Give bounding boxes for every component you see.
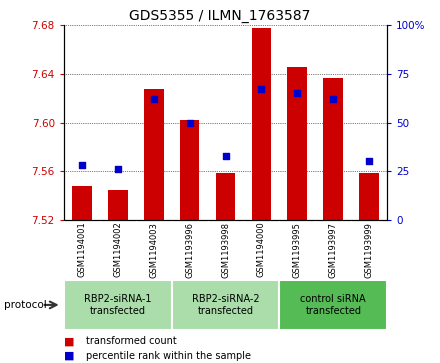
Text: GDS5355 / ILMN_1763587: GDS5355 / ILMN_1763587 bbox=[129, 9, 311, 23]
Bar bbox=[172, 280, 279, 330]
Bar bbox=[180, 120, 199, 220]
Text: protocol: protocol bbox=[4, 300, 47, 310]
Point bbox=[186, 120, 193, 126]
Text: RBP2-siRNA-2
transfected: RBP2-siRNA-2 transfected bbox=[192, 294, 259, 316]
Bar bbox=[359, 174, 379, 220]
Bar bbox=[323, 78, 343, 220]
Bar bbox=[108, 191, 128, 220]
Bar bbox=[216, 174, 235, 220]
Point bbox=[330, 96, 337, 102]
Point bbox=[366, 158, 373, 164]
Bar bbox=[252, 28, 271, 220]
Text: ■: ■ bbox=[64, 351, 74, 361]
Text: GSM1194002: GSM1194002 bbox=[113, 222, 122, 277]
Point bbox=[258, 87, 265, 93]
Bar bbox=[64, 280, 172, 330]
Text: GSM1193999: GSM1193999 bbox=[365, 222, 374, 277]
Bar bbox=[287, 67, 307, 220]
Point bbox=[78, 162, 85, 168]
Bar bbox=[144, 89, 164, 220]
Text: control siRNA
transfected: control siRNA transfected bbox=[301, 294, 366, 316]
Text: GSM1194000: GSM1194000 bbox=[257, 222, 266, 277]
Text: GSM1193997: GSM1193997 bbox=[329, 221, 338, 278]
Text: GSM1193998: GSM1193998 bbox=[221, 221, 230, 278]
Point bbox=[294, 90, 301, 96]
Text: ■: ■ bbox=[64, 336, 74, 346]
Point bbox=[114, 166, 121, 172]
Text: GSM1193996: GSM1193996 bbox=[185, 221, 194, 278]
Text: RBP2-siRNA-1
transfected: RBP2-siRNA-1 transfected bbox=[84, 294, 151, 316]
Point bbox=[222, 152, 229, 158]
Text: GSM1194001: GSM1194001 bbox=[77, 222, 86, 277]
Bar bbox=[72, 185, 92, 220]
Point bbox=[150, 96, 157, 102]
Text: percentile rank within the sample: percentile rank within the sample bbox=[86, 351, 251, 361]
Text: transformed count: transformed count bbox=[86, 336, 176, 346]
Text: GSM1193995: GSM1193995 bbox=[293, 222, 302, 277]
Text: GSM1194003: GSM1194003 bbox=[149, 222, 158, 277]
Bar bbox=[279, 280, 387, 330]
